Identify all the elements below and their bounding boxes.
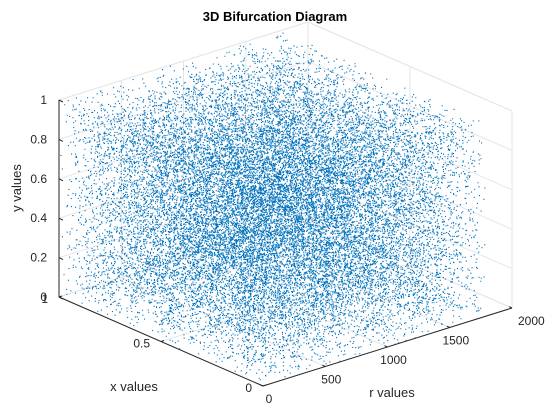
y-tick-mark <box>58 296 64 300</box>
y-tick-label: 0.2 <box>30 251 47 265</box>
r-tick-mark <box>259 384 264 387</box>
grid-line <box>307 179 513 270</box>
scatter-series <box>60 32 486 381</box>
y-tick-label: 0.8 <box>30 132 47 146</box>
y-tick-mark <box>58 138 64 142</box>
r-tick-mark <box>508 306 513 309</box>
y-tick-label: 0.6 <box>30 172 47 186</box>
grid-line <box>307 60 513 151</box>
box-edge <box>307 21 513 112</box>
x-tick-mark <box>262 384 267 387</box>
chart-title: 3D Bifurcation Diagram <box>203 9 347 24</box>
r-axis-label: r values <box>369 385 415 400</box>
grid-line <box>307 100 513 191</box>
r-tick-label: 0 <box>266 392 273 406</box>
grid-line <box>307 139 513 230</box>
y-tick-mark <box>58 99 64 103</box>
r-tick-label: 1500 <box>442 334 469 348</box>
r-tick-label: 1000 <box>380 353 407 367</box>
y-tick-mark <box>58 178 64 182</box>
scatter-points <box>60 32 486 381</box>
y-tick-label: 0.4 <box>30 211 47 225</box>
r-tick-label: 2000 <box>518 314 545 328</box>
grid-line <box>58 60 309 140</box>
x-tick-label: 1 <box>41 292 48 306</box>
r-tick-mark <box>322 364 326 367</box>
x-tick-mark <box>160 340 165 342</box>
y-tick-mark <box>58 217 64 221</box>
x-tick-label: 0.5 <box>133 337 150 351</box>
y-tick-label: 1 <box>40 93 47 107</box>
y-axis-label: y values <box>9 164 24 212</box>
r-tick-label: 500 <box>321 373 341 387</box>
y-tick-label: 0 <box>40 290 47 304</box>
x-axis-label: x values <box>110 379 158 394</box>
box-edge <box>58 21 309 101</box>
r-tick-mark <box>446 325 450 328</box>
r-tick-mark <box>384 345 388 348</box>
x-tick-label: 0 <box>245 381 252 395</box>
y-tick-mark <box>58 257 64 261</box>
